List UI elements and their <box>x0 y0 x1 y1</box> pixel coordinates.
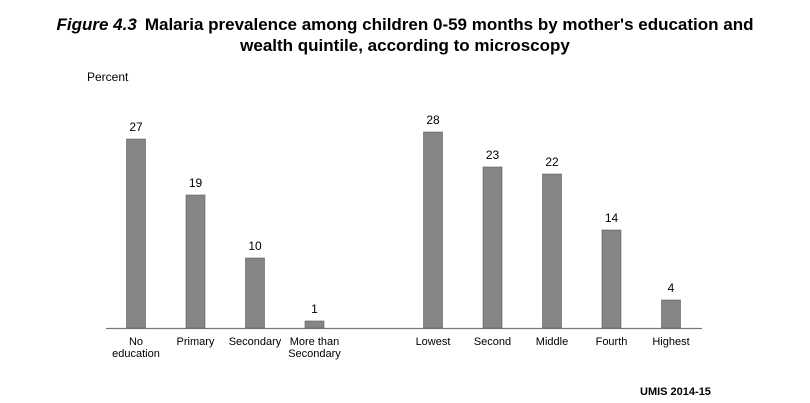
bar <box>482 166 503 329</box>
data-label: 28 <box>426 113 440 127</box>
title-line-1: Figure 4.3 Malaria prevalence among child… <box>0 14 810 35</box>
title-text-1: Malaria prevalence among children 0-59 m… <box>144 15 754 34</box>
bar <box>304 320 325 329</box>
bar <box>245 257 265 329</box>
category-label: Secondary <box>229 336 282 348</box>
category-label: Primary <box>177 336 215 348</box>
title-line-2: wealth quintile, according to microscopy <box>240 36 570 55</box>
category-label: Fourth <box>596 336 628 348</box>
data-label: 19 <box>189 176 203 190</box>
bar <box>542 173 562 329</box>
bar <box>423 131 443 329</box>
category-label: No education <box>112 336 160 360</box>
category-label: Lowest <box>416 336 451 348</box>
y-axis-label: Percent <box>87 70 129 84</box>
category-label: Middle <box>536 336 568 348</box>
data-label: 23 <box>486 148 500 162</box>
bar <box>126 138 146 329</box>
chart-title: Figure 4.3 Malaria prevalence among child… <box>0 14 810 56</box>
bar <box>185 194 206 329</box>
data-label: 22 <box>545 155 559 169</box>
data-label: 4 <box>668 281 675 295</box>
figure-label: Figure 4.3 <box>56 15 137 34</box>
bar <box>601 229 622 329</box>
data-label: 1 <box>311 302 318 316</box>
source-note: UMIS 2014-15 <box>640 386 711 398</box>
data-label: 10 <box>248 239 262 253</box>
data-label: 14 <box>605 211 619 225</box>
category-label: More than Secondary <box>288 336 341 360</box>
category-label: Highest <box>652 336 689 348</box>
data-label: 27 <box>129 120 143 134</box>
category-label: Second <box>474 336 511 348</box>
bar <box>661 299 681 329</box>
